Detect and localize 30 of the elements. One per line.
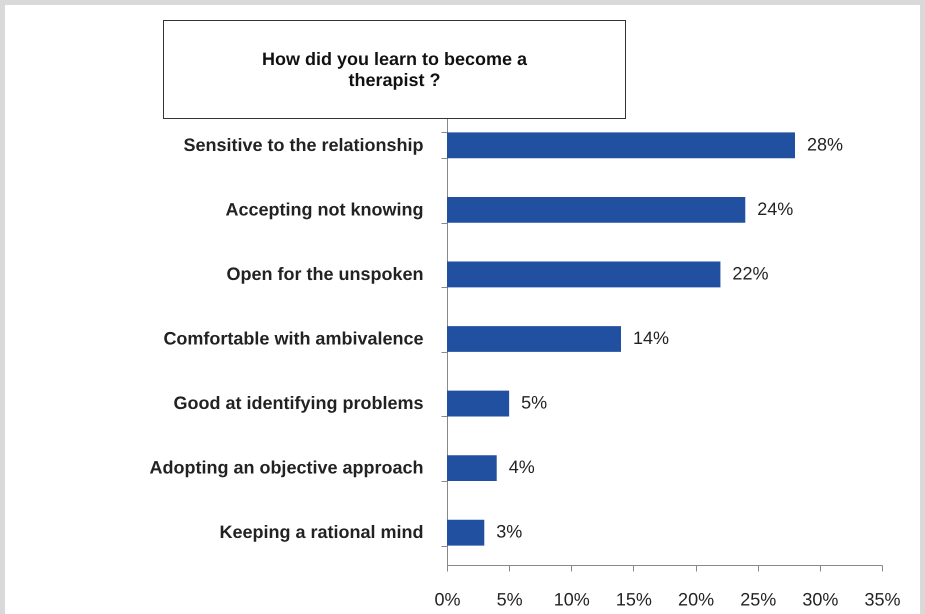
y-tick-label: Accepting not knowing bbox=[226, 199, 424, 220]
x-tick-label: 35% bbox=[864, 590, 901, 610]
y-tick-label: Good at identifying problems bbox=[173, 393, 424, 414]
x-tick-label: 5% bbox=[496, 590, 523, 610]
data-label: 4% bbox=[508, 457, 535, 478]
y-tick-label: Sensitive to the relationship bbox=[183, 134, 424, 155]
x-tick-label: 10% bbox=[554, 590, 590, 610]
data-label: 28% bbox=[807, 134, 844, 154]
y-tick-label: Comfortable with ambivalence bbox=[163, 328, 424, 348]
bar bbox=[447, 132, 795, 158]
x-tick-label: 20% bbox=[678, 590, 714, 610]
x-tick-label: 0% bbox=[434, 590, 461, 610]
bar bbox=[447, 520, 484, 546]
data-label: 22% bbox=[732, 263, 768, 284]
data-label: 14% bbox=[633, 328, 670, 348]
y-tick-label: Open for the unspoken bbox=[226, 264, 424, 284]
bar bbox=[447, 262, 720, 288]
data-label: 5% bbox=[521, 392, 548, 413]
title-frame: How did you learn to become a therapist ? bbox=[163, 20, 626, 119]
x-tick-label: 15% bbox=[616, 590, 652, 610]
bar bbox=[447, 390, 510, 416]
data-label: 3% bbox=[496, 522, 522, 542]
data-label: 24% bbox=[757, 198, 794, 219]
bar bbox=[447, 326, 621, 352]
x-tick-label: 30% bbox=[802, 590, 838, 610]
bar bbox=[447, 196, 746, 223]
y-tick-label: Adopting an objective approach bbox=[149, 458, 424, 478]
x-tick-label: 25% bbox=[740, 590, 776, 610]
y-tick-label: Keeping a rational mind bbox=[219, 522, 424, 542]
bar bbox=[447, 455, 497, 482]
